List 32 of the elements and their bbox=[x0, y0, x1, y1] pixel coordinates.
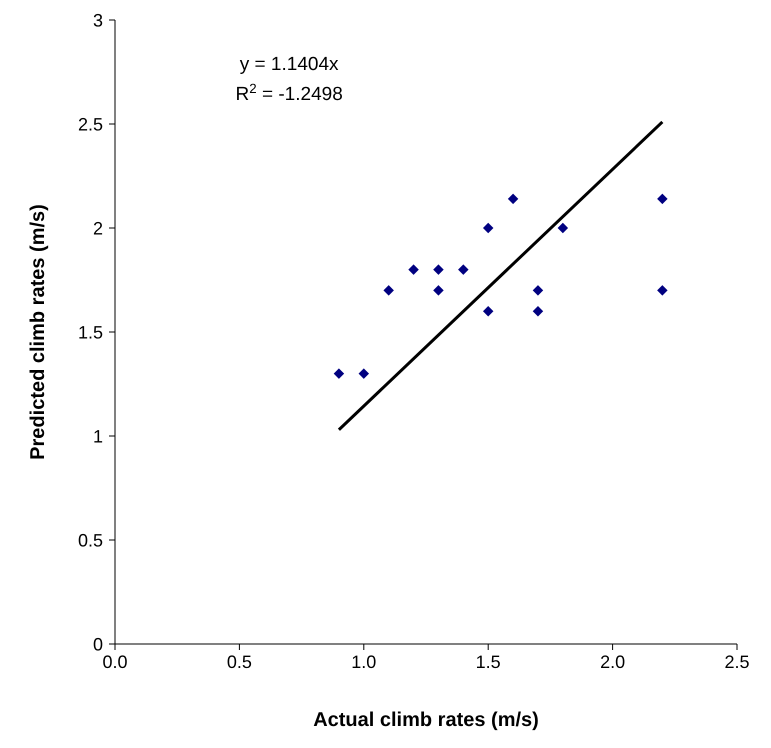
point bbox=[383, 285, 394, 296]
x-tick-label: 0.5 bbox=[226, 652, 252, 672]
point bbox=[433, 264, 444, 275]
x-tick-label: 0.0 bbox=[102, 652, 128, 672]
point bbox=[358, 368, 370, 379]
x-tick-label: 1.0 bbox=[351, 652, 376, 672]
point bbox=[508, 194, 518, 204]
x-axis-title: Actual climb rates (m/s) bbox=[313, 709, 539, 731]
point bbox=[408, 264, 419, 275]
point bbox=[482, 306, 494, 316]
y-tick-label: 0 bbox=[92, 634, 103, 654]
y-tick-label: 1 bbox=[92, 426, 103, 446]
y-tick-label: 0.5 bbox=[78, 530, 103, 550]
point bbox=[532, 285, 544, 296]
x-tick-label: 2.0 bbox=[600, 652, 626, 672]
y-axis-title: Predicted climb rates (m/s) bbox=[27, 204, 49, 460]
point bbox=[532, 306, 544, 316]
y-tick-label: 3 bbox=[92, 10, 103, 30]
annotation: y = 1.1404x bbox=[240, 54, 340, 75]
annotation: R$^{2}$ = -1.2498 bbox=[236, 80, 343, 105]
point bbox=[334, 368, 344, 379]
point bbox=[657, 285, 668, 296]
point bbox=[657, 194, 668, 204]
y-tick-label: 2 bbox=[92, 218, 103, 238]
y-tick-label: 2.5 bbox=[78, 114, 103, 134]
point bbox=[482, 222, 494, 234]
point bbox=[458, 264, 469, 275]
point bbox=[433, 285, 444, 296]
y-tick-label: 1.5 bbox=[78, 322, 103, 342]
x-tick-label: 2.5 bbox=[724, 652, 750, 672]
x-tick-label: 1.5 bbox=[476, 652, 501, 672]
point bbox=[558, 222, 568, 234]
